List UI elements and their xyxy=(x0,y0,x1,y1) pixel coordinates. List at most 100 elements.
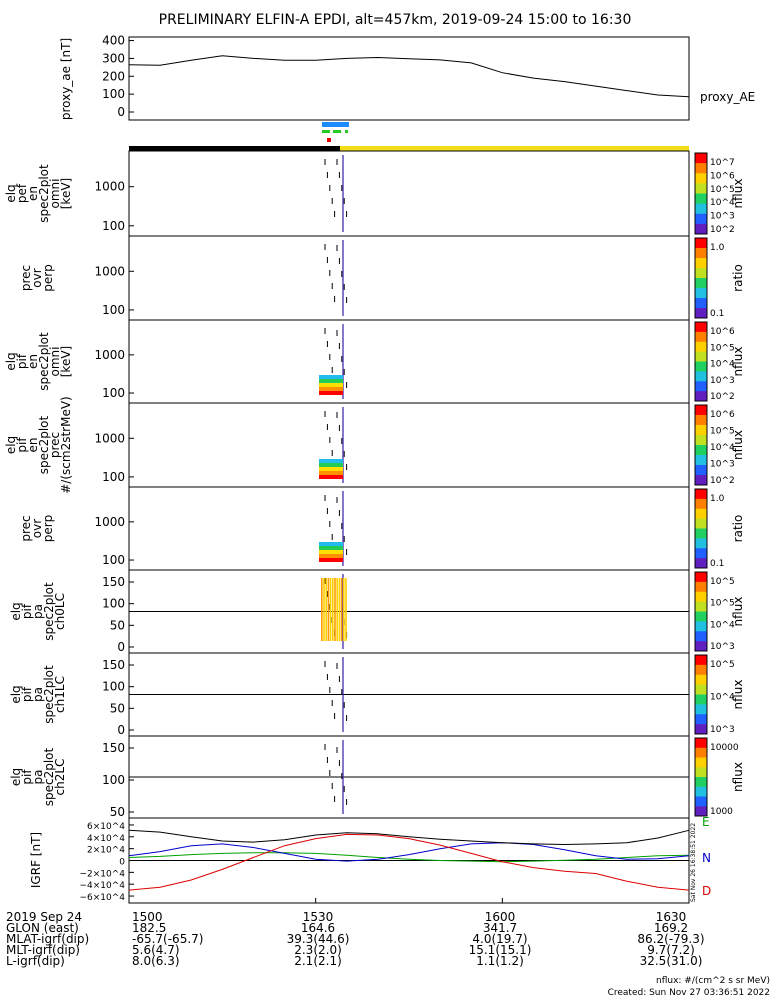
colorbar-segment xyxy=(695,508,707,520)
panel-ytick-label: 100 xyxy=(102,680,125,694)
colorbar-segment xyxy=(695,694,707,705)
colorbar-segment xyxy=(695,288,707,299)
panel-ylabel-line: ch2LC xyxy=(53,759,67,796)
pa-fill-streak xyxy=(343,578,345,641)
panel-ytick-label: 1000 xyxy=(94,180,125,194)
colorbar-tick-label: 10^2 xyxy=(710,476,735,486)
colorbar-tick-label: 10^4 xyxy=(710,360,735,370)
panel-ylabel-line: spec2plot xyxy=(42,582,56,641)
colorbar-tick-label: 10^6 xyxy=(710,410,735,420)
colorbar-tick-label: 1000 xyxy=(710,807,733,817)
footer-value: 39.3(44.6) xyxy=(287,932,350,946)
igrf-ytick-label: 6×10^4 xyxy=(87,822,125,832)
panel-ylabel-line: pif xyxy=(20,603,34,619)
footer-value: 1530 xyxy=(303,910,334,924)
colorbar-tick-label: 10^5 xyxy=(710,185,735,195)
ae-ytick-label: 200 xyxy=(102,69,125,83)
colorbar-segment xyxy=(695,435,707,446)
footer-value: 169.2 xyxy=(654,921,688,935)
panel-ylabel-line: pif xyxy=(20,686,34,702)
colorbar-frame xyxy=(694,237,708,319)
panel-ytick-label: 100 xyxy=(102,303,125,317)
panel-ytick-label: 1000 xyxy=(94,515,125,529)
zone-bar-green xyxy=(322,130,330,133)
colorbar-segment xyxy=(695,475,707,486)
colorbar-tick-label: 10^5 xyxy=(710,427,735,437)
panel-ytick-label: 1000 xyxy=(94,431,125,445)
panel-ylabel-line: pif xyxy=(20,769,34,785)
colorbar-tick-label: 10^4 xyxy=(710,693,735,703)
panel-ytick-label: 150 xyxy=(102,658,125,672)
colorbar-tick-label: 10^3 xyxy=(710,725,735,735)
pa-fill-streak xyxy=(321,578,323,641)
footer-row-label: L-igrf(dip) xyxy=(6,954,65,968)
footer-value: -65.7(-65.7) xyxy=(132,932,203,946)
colorbar-frame xyxy=(694,404,708,486)
spectral-band xyxy=(319,554,343,558)
colorbar-label: ratio xyxy=(731,264,745,292)
series-line-D xyxy=(128,833,690,891)
igrf-panel: 6×10^4 4×10^4 2×10^4 0−2×10^4 −4×10^4 −6×10^4… xyxy=(29,815,711,904)
ae-legend: proxy_AE xyxy=(700,90,755,104)
colorbar-segment xyxy=(695,361,707,372)
footer-value: 9.7(7.2) xyxy=(647,943,695,957)
footer-value: 1.1(1.2) xyxy=(476,954,524,968)
panel-ylabel-line: pa xyxy=(31,770,45,785)
colorbar-segment xyxy=(695,322,707,333)
panel-ylabel-line: [keV] xyxy=(59,178,73,209)
igrf-ytick-label: −4×10^4 xyxy=(79,881,125,891)
panel-ytick-label: 50 xyxy=(110,618,125,632)
colorbar-segment xyxy=(695,581,707,593)
panel-ylabel-line: elq xyxy=(4,184,18,202)
colorbar-segment xyxy=(695,621,707,632)
panel-ylabel-line: ch1LC xyxy=(53,676,67,713)
colorbars: 10^7 10^6 10^5 10^4 10^3 10^2 nflux 1.0 0.1 ratio… xyxy=(694,152,745,817)
colorbar-segment xyxy=(695,341,707,353)
colorbar-label: nflux xyxy=(731,347,745,377)
colorbar-frame xyxy=(694,737,708,817)
colorbar-segment xyxy=(695,806,707,817)
spectrogram-panels: 1000100elqpefenspec2plotomni[keV]1000100… xyxy=(4,150,690,819)
spectral-band xyxy=(319,379,343,383)
units-note: nflux: #/(cm^2 s sr MeV) xyxy=(656,976,770,986)
colorbar-tick-label: 0.1 xyxy=(710,559,724,569)
spectral-band xyxy=(319,558,343,562)
ae-frame xyxy=(128,36,690,121)
panel-ylabel-line: ch0LC xyxy=(53,593,67,630)
colorbar-tick-label: 10^3 xyxy=(710,376,735,386)
colorbar-segment xyxy=(695,489,707,500)
panel-ytick-label: 0 xyxy=(117,640,125,654)
colorbar-segment xyxy=(695,455,707,466)
proxy-ae-panel: 400 300 200 100 0 proxy_ae [nT] proxy_AE xyxy=(59,34,755,121)
panel-ylabel-line: #/(scm2strMeV) xyxy=(59,396,73,493)
zone-bar-green xyxy=(333,130,341,133)
footer-ephemeris: 2019 Sep 24 1500 1530 1600 1630 GLON (east) 18… xyxy=(6,910,770,998)
panel-ylabel-line: pif xyxy=(15,437,29,453)
colorbar-segment xyxy=(695,425,707,436)
panel-ytick-label: 150 xyxy=(102,575,125,589)
colorbar-segment xyxy=(695,786,707,797)
colorbar-segment xyxy=(695,381,707,392)
colorbar-frame xyxy=(694,488,708,569)
panel-ylabel-line: pa xyxy=(31,687,45,702)
panel-ytick-label: 100 xyxy=(102,597,125,611)
spectral-band xyxy=(319,391,343,395)
igrf-ytick-label: −6×10^4 xyxy=(79,893,125,903)
colorbar-label: nflux xyxy=(731,597,745,627)
colorbar-segment xyxy=(695,777,707,788)
panel-frame-1 xyxy=(128,150,690,237)
igrf-ytick-label: 2×10^4 xyxy=(87,846,125,856)
colorbar-segment xyxy=(695,704,707,715)
footer-value: 1500 xyxy=(132,910,163,924)
colorbar-segment xyxy=(695,183,707,194)
pa-fill-streak xyxy=(327,578,330,641)
chart-title: PRELIMINARY ELFIN-A EPDI, alt=457km, 201… xyxy=(159,12,632,28)
colorbar-tick-label: 0.1 xyxy=(710,309,724,319)
colorbar-segment xyxy=(695,558,707,569)
footer-row-label: MLAT-igrf(dip) xyxy=(6,932,89,946)
colorbar-segment xyxy=(695,664,707,676)
ae-ytick-label: 400 xyxy=(102,34,125,48)
panel-ytick-label: 150 xyxy=(102,741,125,755)
igrf-ylabel: IGRF [nT] xyxy=(29,832,43,888)
colorbar-segment xyxy=(695,796,707,807)
